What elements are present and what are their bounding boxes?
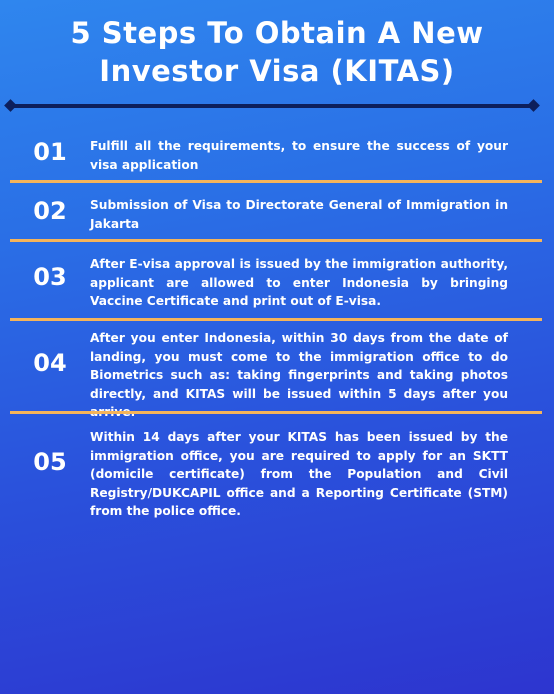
title-divider [4,99,540,112]
step-1-text: Fulfill all the requirements, to ensure … [90,139,508,172]
step-4-number: 04 [33,349,67,377]
title-line-2: Investor Visa (KITAS) [99,54,455,88]
step-3-number: 03 [33,263,67,291]
step-5-number: 05 [33,448,67,476]
step-2-text: Submission of Visa to Directorate Genera… [90,198,508,231]
step-3-text: After E-visa approval is issued by the i… [90,257,508,308]
step-separator-3 [10,318,542,321]
diamond-left-icon [4,99,17,112]
step-separator-1 [10,180,542,183]
title-line-1: 5 Steps To Obtain A New [70,16,484,50]
step-5-text: Within 14 days after your KITAS has been… [90,430,508,518]
step-separator-4 [10,411,542,414]
diamond-right-icon [527,99,540,112]
step-2-number: 02 [33,197,67,225]
step-separator-2 [10,239,542,242]
step-1-number: 01 [33,138,67,166]
step-4-text: After you enter Indonesia, within 30 day… [90,331,508,419]
divider-line [12,104,532,108]
page-title: 5 Steps To Obtain A New Investor Visa (K… [0,14,554,90]
